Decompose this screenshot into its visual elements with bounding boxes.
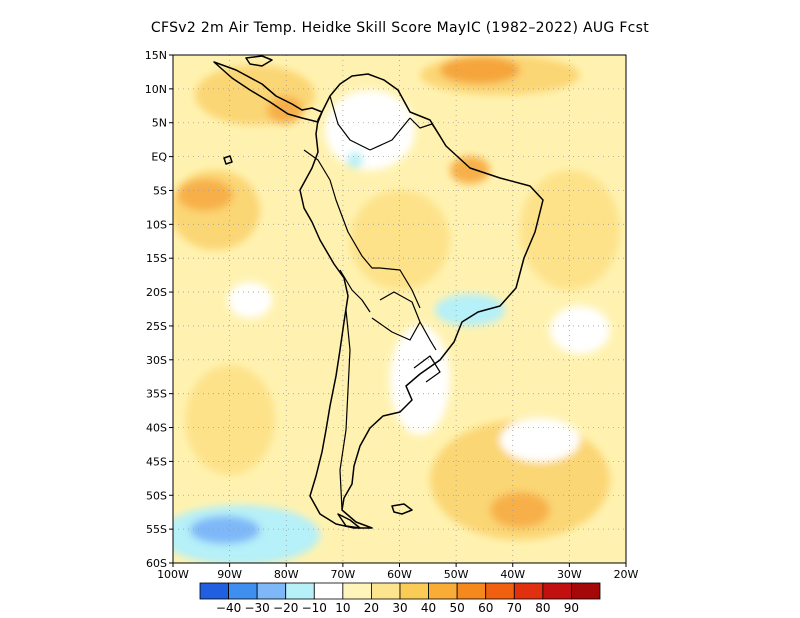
colorbar-label: 90 <box>564 601 579 615</box>
border-colombia-ecuador <box>303 149 331 181</box>
field-blue-spot <box>347 152 363 168</box>
border-argentina-brazil <box>419 321 437 351</box>
colorbar-label: −30 <box>244 601 269 615</box>
field-blue-core <box>190 516 260 544</box>
lat-tick-label: 30S <box>146 354 167 367</box>
lat-tick-label: EQ <box>151 151 167 164</box>
coastline-yucatan <box>245 55 273 67</box>
border-guianas <box>409 117 441 137</box>
lat-tick-label: 5S <box>153 184 167 197</box>
lon-tick-label: 100W <box>157 568 189 581</box>
lon-tick-label: 50W <box>444 568 469 581</box>
coastline-tierra-del-fuego <box>337 513 361 529</box>
colorbar-swatch <box>228 582 258 600</box>
colorbar-label: 70 <box>507 601 522 615</box>
field-white-uruguay <box>390 325 450 435</box>
colorbar-label: −10 <box>302 601 327 615</box>
lat-tick-label: 15N <box>145 49 167 62</box>
colorbar-swatch <box>371 582 401 600</box>
lat-tick-label: 40S <box>146 422 167 435</box>
field-white-east <box>550 306 610 354</box>
colorbar-label: 50 <box>450 601 465 615</box>
field-core-ne-brazil <box>450 156 490 184</box>
colorbar-swatch <box>199 582 229 600</box>
colorbar-swatch <box>571 582 601 600</box>
border-uruguay <box>413 355 441 383</box>
lat-tick-label: 50S <box>146 489 167 502</box>
coastline-falklands <box>391 503 413 515</box>
lat-tick-label: 10N <box>145 83 167 96</box>
field-white-north <box>325 90 415 170</box>
colorbar-label: 40 <box>421 601 436 615</box>
colorbar-swatch <box>513 582 544 600</box>
border-venezuela-brazil <box>369 117 411 151</box>
lon-tick-label: 20W <box>614 568 639 581</box>
field-core-north <box>440 56 520 84</box>
lat-tick-label: 10S <box>146 218 167 231</box>
lat-tick-label: 60S <box>146 557 167 570</box>
field-white-pacific <box>228 282 272 318</box>
lat-tick-label: 20S <box>146 286 167 299</box>
colorbar-swatch <box>313 582 344 600</box>
field-core-south <box>490 492 550 528</box>
colorbar-swatch <box>485 582 515 600</box>
field-white-atlantic <box>500 418 580 462</box>
country-borders <box>303 95 441 511</box>
colorbar: −40 −30 −20 −10 10 20 30 40 50 60 70 80 90 <box>199 582 601 615</box>
colorbar-label: 10 <box>335 601 350 615</box>
lat-tick-label: 55S <box>146 523 167 536</box>
border-bolivia-brazil <box>379 267 421 309</box>
lat-tick-label: 15S <box>146 252 167 265</box>
coastlines <box>213 55 544 529</box>
colorbar-label: 80 <box>535 601 550 615</box>
coastline-galapagos <box>223 155 233 165</box>
field-tropical-atlantic <box>520 170 620 290</box>
colorbar-label: 60 <box>478 601 493 615</box>
colorbar-swatch <box>256 582 287 600</box>
colorbar-swatch <box>342 582 372 600</box>
colorbar-swatch <box>285 582 315 600</box>
border-chile-argentina <box>339 309 351 511</box>
border-colombia-venezuela <box>329 95 371 151</box>
colorbar-swatch <box>456 582 487 600</box>
colorbar-label: −20 <box>273 601 298 615</box>
lon-tick-label: 30W <box>557 568 582 581</box>
lon-tick-label: 40W <box>500 568 525 581</box>
lon-tick-label: 60W <box>387 568 412 581</box>
colorbar-label: −40 <box>216 601 241 615</box>
field-core-west <box>177 179 233 211</box>
lon-tick-label: 80W <box>274 568 299 581</box>
border-bolivia-peru-chile <box>339 269 371 313</box>
field-blue-brazil <box>435 294 505 326</box>
border-peru-brazil <box>329 179 380 269</box>
colorbar-swatch <box>399 582 429 600</box>
colorbar-label: 30 <box>392 601 407 615</box>
lat-tick-label: 35S <box>146 388 167 401</box>
colorbar-swatch <box>542 582 572 600</box>
chart-title: CFSv2 2m Air Temp. Heidke Skill Score Ma… <box>150 20 650 36</box>
lat-tick-label: 25S <box>146 320 167 333</box>
skill-field <box>173 55 626 563</box>
lat-tick-label: 5N <box>152 117 167 130</box>
longitude-ticks: 100W 90W 80W 70W 60W 50W 40W 30W 20W <box>157 563 639 581</box>
lon-tick-label: 70W <box>330 568 355 581</box>
lon-tick-label: 90W <box>217 568 242 581</box>
coastline-south-america <box>299 73 544 529</box>
colorbar-swatch <box>428 582 458 600</box>
lat-tick-label: 45S <box>146 455 167 468</box>
field-core-panama <box>267 96 303 124</box>
field-amazon <box>350 190 450 290</box>
colorbar-label: 20 <box>364 601 379 615</box>
latitude-ticks: 15N 10N 5N EQ 5S 10S 15S 20S 25S 30S 35S 40S 45S 50S 5… <box>145 49 173 570</box>
